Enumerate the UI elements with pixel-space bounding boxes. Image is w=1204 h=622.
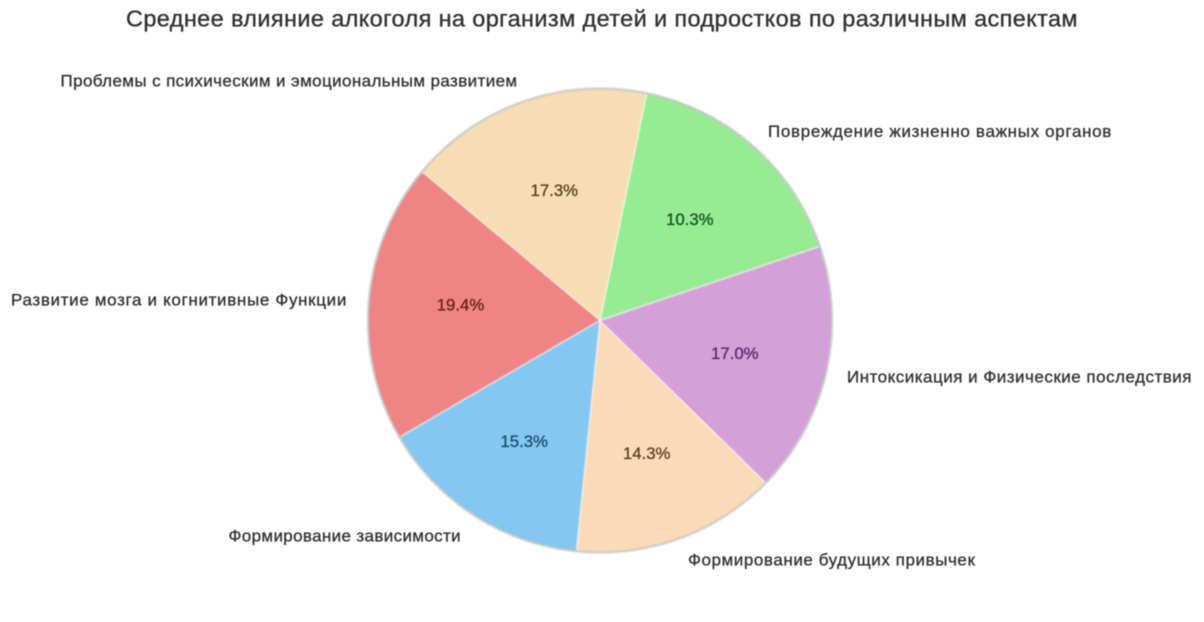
svg-text:Формирование зависимости: Формирование зависимости xyxy=(229,526,462,545)
svg-text:17.3%: 17.3% xyxy=(531,181,579,200)
svg-text:14.3%: 14.3% xyxy=(623,444,671,463)
svg-text:Интоксикация и Физические посл: Интоксикация и Физические последствия xyxy=(847,368,1192,387)
svg-text:17.0%: 17.0% xyxy=(711,344,759,363)
svg-text:Развитие мозга и когнитивные Ф: Развитие мозга и когнитивные Функции xyxy=(11,290,347,309)
svg-text:19.4%: 19.4% xyxy=(437,296,485,315)
svg-text:Повреждение жизненно важных ор: Повреждение жизненно важных органов xyxy=(768,122,1112,141)
svg-text:Среднее влияние алкоголя на ор: Среднее влияние алкоголя на организм дет… xyxy=(126,5,1078,31)
svg-text:Проблемы с психическим и эмоци: Проблемы с психическим и эмоциональным р… xyxy=(61,71,518,90)
svg-text:10.3%: 10.3% xyxy=(666,210,714,229)
svg-text:Формирование будущих привычек: Формирование будущих привычек xyxy=(688,551,975,570)
svg-text:15.3%: 15.3% xyxy=(500,432,548,451)
